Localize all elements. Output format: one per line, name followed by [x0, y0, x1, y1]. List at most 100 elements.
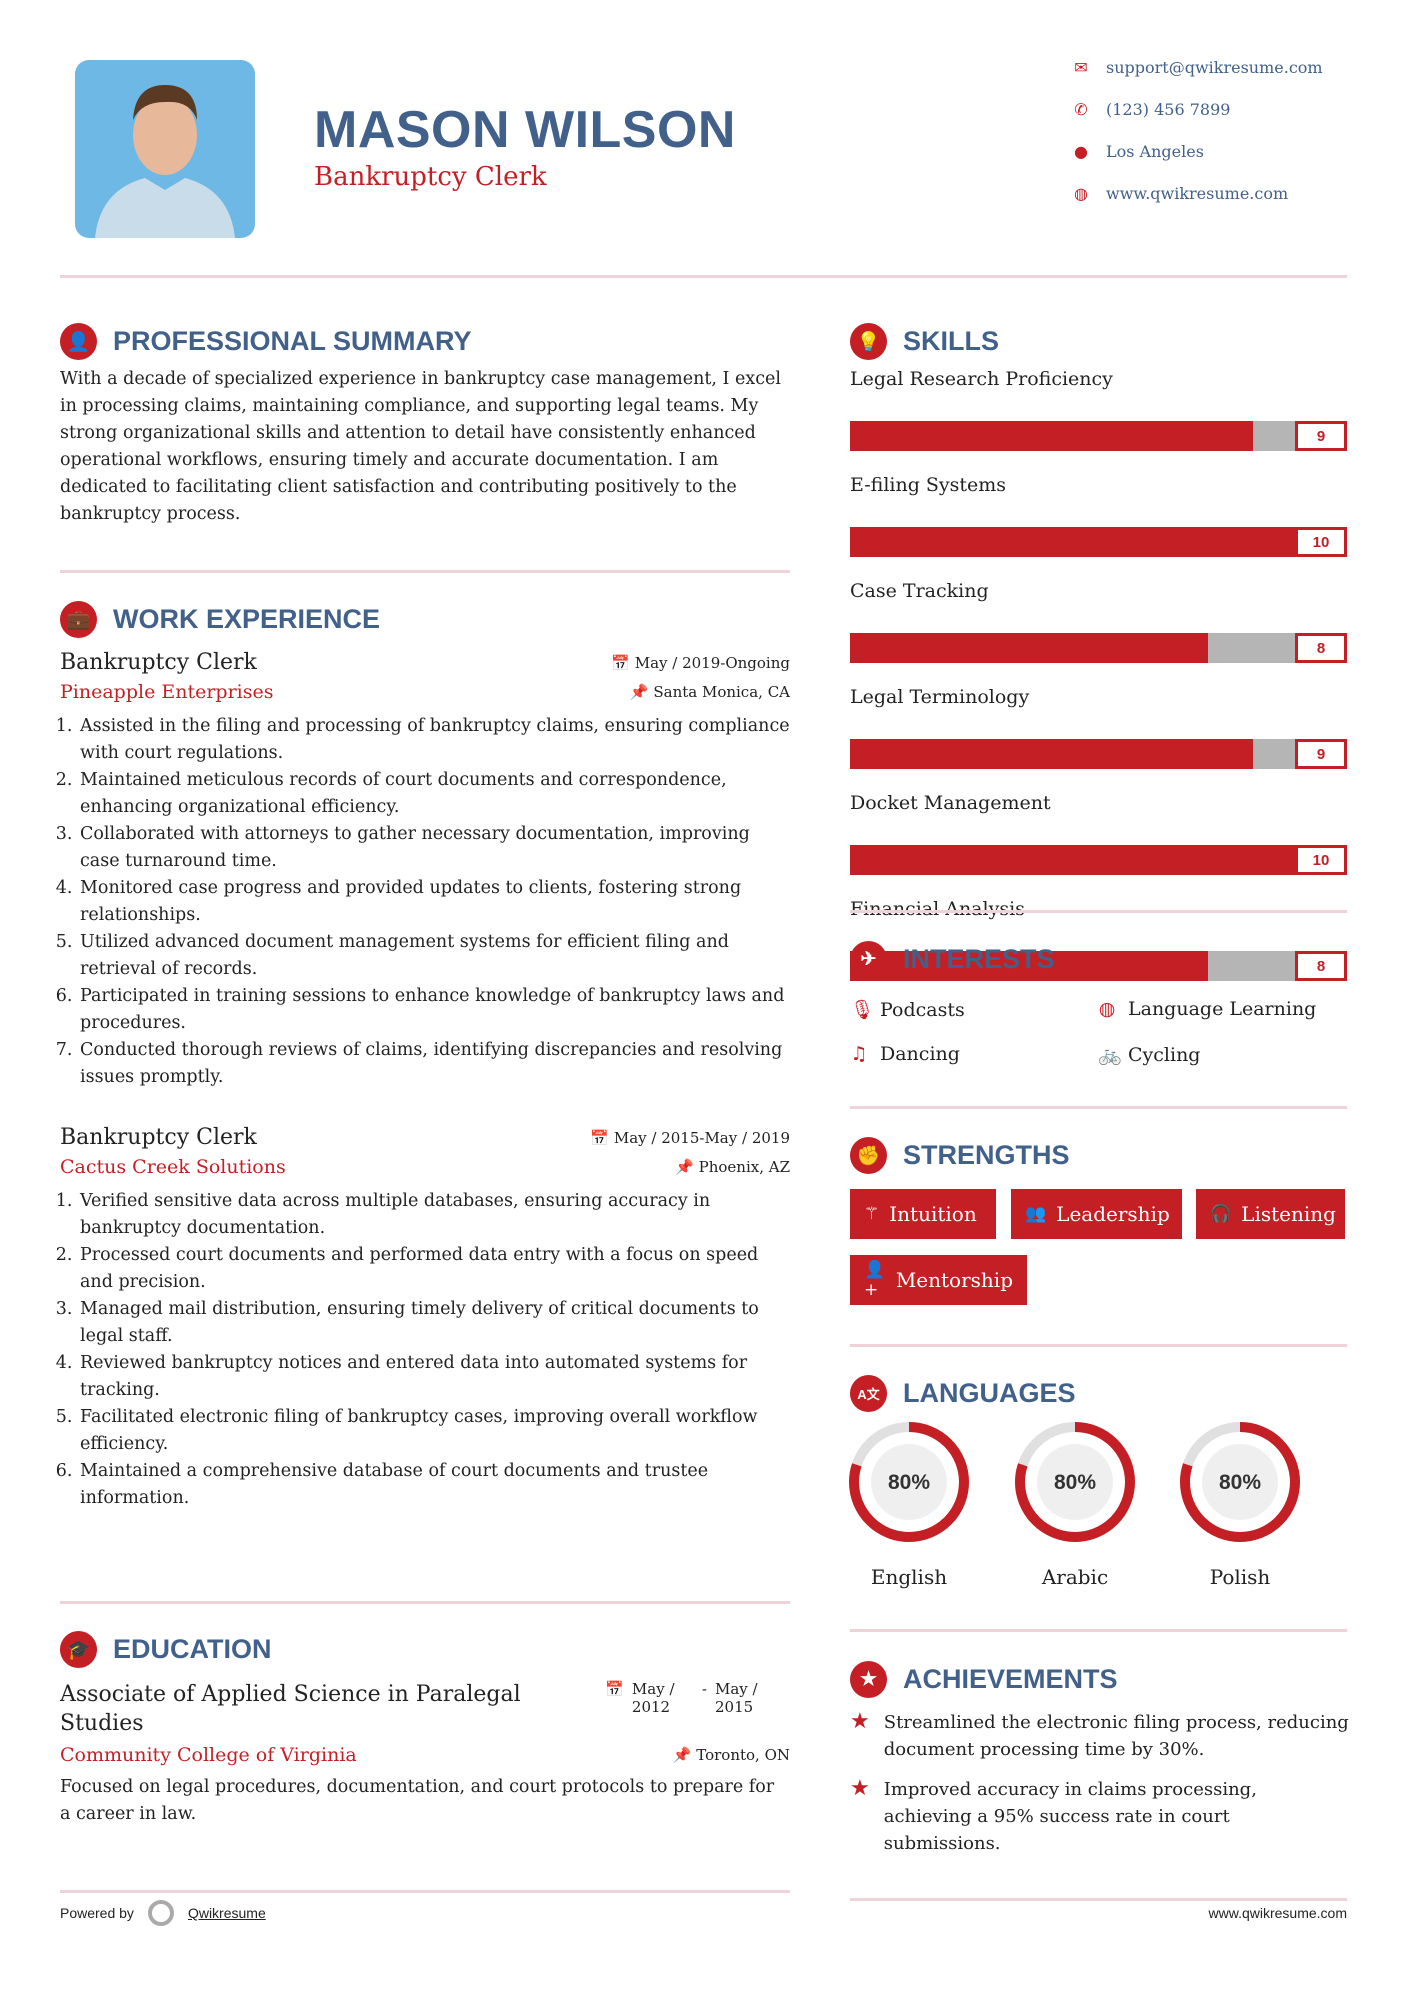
skill-label: Case Tracking — [850, 580, 989, 602]
donut-center — [871, 1444, 947, 1520]
phone-text: (123) 456 7899 — [1106, 100, 1231, 119]
powered-by-text: Powered by — [60, 1905, 134, 1921]
graduation-cap-icon: 🎓 — [60, 1631, 97, 1668]
skill-bar-fill — [850, 633, 1208, 663]
work-experience-section: 💼 WORK EXPERIENCE Bankruptcy Clerk 📅 May /… — [60, 601, 790, 1512]
education-heading-text: EDUCATION — [113, 1634, 272, 1664]
header-divider — [60, 275, 1347, 278]
map-marker-icon: ● — [1074, 142, 1088, 161]
qwikresume-logo-icon — [147, 1900, 174, 1926]
language-donut: 80% — [1015, 1422, 1135, 1542]
job-duty: Managed mail distribution, ensuring time… — [78, 1296, 790, 1350]
donut-fill — [1180, 1422, 1300, 1542]
job-title: Bankruptcy Clerk — [60, 650, 257, 675]
job-duty: Maintained a comprehensive database of c… — [78, 1458, 790, 1512]
job-duty: Conducted thorough reviews of claims, id… — [78, 1037, 790, 1091]
achievements-heading: ★ ACHIEVEMENTS — [850, 1661, 1118, 1698]
job-duty: Maintained meticulous records of court d… — [78, 767, 790, 821]
strengths-heading: ✊ STRENGTHS — [850, 1137, 1070, 1174]
calendar-icon: 📅 — [590, 1128, 614, 1147]
job-entry: Bankruptcy Clerk 📅 May / 2019-Ongoing Pin… — [60, 650, 790, 1091]
language-percent: 80% — [1054, 1471, 1096, 1494]
contact-location: ● Los Angeles — [1072, 142, 1204, 161]
skill-bar-fill — [850, 739, 1253, 769]
qwikresume-link[interactable]: Qwikresume — [187, 1905, 266, 1921]
skill-label: Legal Terminology — [850, 686, 1030, 708]
skill-label: Financial Analysis — [850, 898, 1025, 920]
job-duty: Assisted in the filing and processing of… — [78, 713, 790, 767]
language-item: 80% English — [848, 1421, 970, 1589]
company-name: Cactus Creek Solutions — [60, 1156, 286, 1178]
contact-website[interactable]: ◍ www.qwikresume.com — [1072, 184, 1288, 203]
divider — [850, 1106, 1347, 1109]
language-icon: A文 — [850, 1375, 887, 1412]
language-donut: 80% — [1180, 1422, 1300, 1542]
divider — [60, 570, 790, 573]
skill-score: 10 — [1295, 845, 1347, 875]
job-duty: Processed court documents and performed … — [78, 1242, 790, 1296]
interest-item: ♫ Dancing — [850, 1043, 959, 1065]
degree-title: Associate of Applied Science in Paralega… — [60, 1682, 521, 1736]
job-dates: May / 2015-May / 2019 — [613, 1128, 790, 1147]
contact-email[interactable]: ✉ support@qwikresume.com — [1072, 58, 1323, 77]
achievement-item: ★ Improved accuracy in claims processing,… — [850, 1776, 1350, 1857]
skill-bar-fill — [850, 951, 1208, 981]
experience-heading-text: WORK EXPERIENCE — [113, 604, 381, 634]
skill-score: 10 — [1295, 527, 1347, 557]
briefcase-icon: 💼 — [60, 601, 97, 638]
user-icon: 👤 — [60, 323, 97, 360]
job-location: Santa Monica, CA — [653, 683, 790, 701]
donut-center — [1202, 1444, 1278, 1520]
strength-label: Listening — [1241, 1202, 1336, 1226]
job-duty: Reviewed bankruptcy notices and entered … — [78, 1350, 790, 1404]
star-icon: ★ — [850, 1709, 870, 1734]
skill-label: Legal Research Proficiency — [850, 368, 1113, 390]
candidate-name: MASON WILSON — [314, 101, 736, 159]
star-icon: ★ — [850, 1776, 870, 1801]
divider — [850, 910, 1347, 913]
education-description: Focused on legal procedures, documentati… — [60, 1777, 775, 1824]
strength-tag: ⚚ Intuition — [850, 1189, 996, 1239]
pin-icon: 📌 — [629, 683, 654, 701]
star-badge-icon: ★ — [850, 1661, 887, 1698]
summary-heading-text: PROFESSIONAL SUMMARY — [113, 326, 472, 356]
job-dates: May / 2019-Ongoing — [634, 653, 790, 672]
job-entry: Bankruptcy Clerk 📅 May / 2015-May / 2019 … — [60, 1125, 790, 1512]
language-label: Arabic — [1041, 1565, 1109, 1589]
strength-tag: 👥 Leadership — [1011, 1189, 1182, 1239]
skill-bar-fill — [850, 421, 1253, 451]
website-text: www.qwikresume.com — [1106, 184, 1289, 203]
envelope-icon: ✉ — [1074, 58, 1088, 77]
fist-icon: ✊ — [850, 1137, 887, 1174]
email-text: support@qwikresume.com — [1106, 58, 1323, 77]
skill-score: 9 — [1295, 421, 1347, 451]
language-item: 80% Arabic — [1014, 1421, 1136, 1589]
experience-heading: 💼 WORK EXPERIENCE — [60, 601, 790, 638]
skill-bar: 9 — [850, 739, 1347, 769]
footer-website[interactable]: www.qwikresume.com — [1208, 1905, 1347, 1921]
profile-photo — [75, 60, 255, 238]
education-section: 🎓 EDUCATION Associate of Applied Science … — [60, 1631, 790, 1828]
interest-label: Podcasts — [880, 998, 965, 1021]
achievement-item: ★ Streamlined the electronic filing proce… — [850, 1709, 1350, 1763]
skill-bar: 10 — [850, 527, 1347, 557]
interest-item: ◍ Language Learning — [1098, 998, 1317, 1020]
language-label: Polish — [1209, 1565, 1271, 1589]
skill-score: 8 — [1295, 951, 1347, 981]
powered-by: Powered by Qwikresume — [60, 1900, 266, 1926]
globe-icon: ◍ — [1074, 184, 1088, 203]
bicycle-icon: 🚲 — [1098, 1044, 1122, 1066]
strengths-heading-text: STRENGTHS — [903, 1140, 1070, 1170]
skill-bar-fill — [850, 527, 1347, 557]
job-duty: Verified sensitive data across multiple … — [78, 1188, 790, 1242]
donut-center — [1037, 1444, 1113, 1520]
languages-heading: A文 LANGUAGES — [850, 1375, 1076, 1412]
professional-summary-section: 👤 PROFESSIONAL SUMMARY With a decade of s… — [60, 323, 790, 528]
donut-fill — [849, 1422, 969, 1542]
job-duty: Utilized advanced document management sy… — [78, 929, 790, 983]
strength-tag: 👤+ Mentorship — [850, 1255, 1027, 1305]
language-donut: 80% — [849, 1422, 969, 1542]
footer-divider — [60, 1890, 790, 1893]
music-icon: ♫ — [850, 1043, 868, 1065]
divider — [850, 1629, 1347, 1632]
